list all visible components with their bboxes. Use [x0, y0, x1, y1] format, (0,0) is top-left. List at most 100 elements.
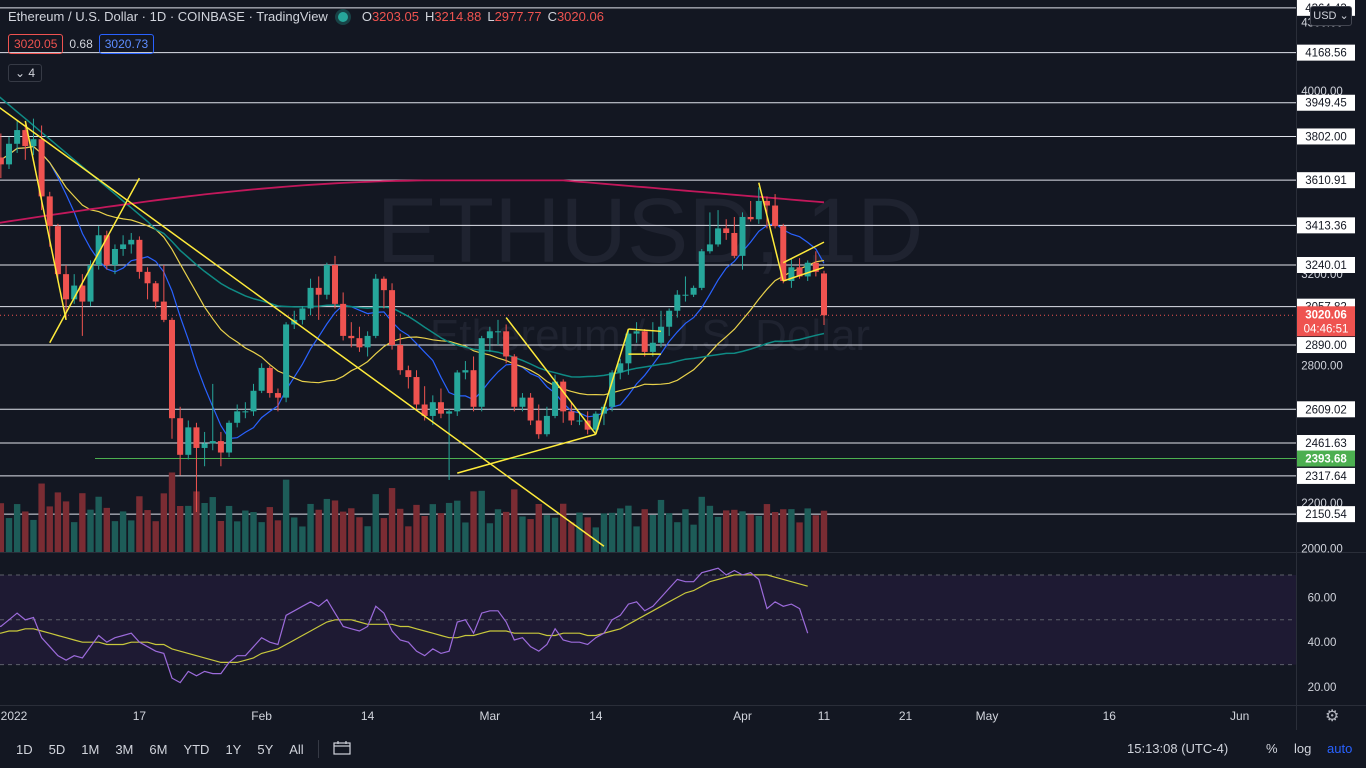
volume-bar [323, 498, 331, 552]
candle-body [503, 331, 510, 357]
clock-timezone[interactable]: 15:13:08 (UTC-4) [1127, 741, 1229, 756]
high-value: 3214.88 [434, 9, 482, 24]
volume-bar [95, 496, 102, 552]
date-tick-label: May [976, 709, 999, 723]
level-label: 4168.56 [1305, 48, 1347, 60]
level-label: 3610.91 [1305, 175, 1347, 187]
candle-body [144, 271, 151, 284]
timeframe-1m[interactable]: 1M [81, 741, 100, 757]
timeframe-1d[interactable]: 1D [16, 741, 33, 757]
volume-bar [258, 522, 265, 552]
calendar-range-icon[interactable] [333, 740, 351, 759]
symbol-title[interactable]: Ethereum / U.S. Dollar · 1D · COINBASE ·… [8, 9, 328, 24]
volume-bar [739, 511, 746, 552]
volume-bar [397, 508, 404, 552]
volume-bar [600, 513, 608, 552]
open-value: 3203.05 [371, 9, 419, 24]
volume-bar [568, 522, 575, 552]
level-label: 3240.01 [1305, 260, 1347, 272]
timeframe-5y[interactable]: 5Y [257, 741, 274, 757]
date-tick-label: 16 [1103, 709, 1117, 723]
candle-body [511, 356, 518, 407]
candle-body [111, 248, 118, 265]
candle-body [120, 244, 127, 249]
volume-bar [804, 508, 811, 552]
candle-body [723, 228, 730, 233]
date-tick-label: Apr [733, 709, 752, 723]
buy-button[interactable]: 3020.73 [98, 34, 155, 54]
bid-ask-badges: 3020.05 0.68 3020.73 [8, 34, 155, 54]
timeframe-ytd[interactable]: YTD [183, 741, 210, 757]
candle-body [22, 130, 29, 147]
trendline-bear-flag-top [782, 241, 825, 264]
candle-body [250, 390, 257, 412]
volume-bar [266, 507, 273, 552]
candle-body [747, 216, 754, 220]
volume-bar [551, 517, 559, 552]
candle-body [372, 278, 379, 336]
volume-bar [217, 521, 225, 552]
percent-toggle[interactable]: % [1266, 741, 1278, 756]
volume-bar [674, 522, 681, 552]
volume-bar [405, 526, 412, 552]
date-tick-label: 11 [818, 709, 831, 723]
candle-body [323, 264, 330, 295]
level-label-box [1297, 401, 1355, 418]
volume-bar [5, 518, 13, 552]
candle-body [641, 331, 648, 352]
rsi-tick-label: 60.00 [1308, 592, 1337, 604]
volume-bar [690, 524, 697, 552]
candle-body [780, 226, 787, 282]
candle-body [356, 338, 363, 348]
volume-bar [625, 505, 632, 552]
volume-bar [788, 509, 795, 552]
volume-bar [46, 506, 53, 552]
sell-button[interactable]: 3020.05 [8, 34, 64, 54]
volume-bar [641, 509, 648, 552]
price-tick-label: 2800.00 [1301, 361, 1343, 373]
candle-body [242, 411, 249, 413]
volume-bar [486, 523, 494, 552]
timeframe-1y[interactable]: 1Y [225, 741, 242, 757]
level-label-box [1297, 337, 1355, 354]
level-label: 2150.54 [1305, 509, 1347, 521]
log-toggle[interactable]: log [1294, 741, 1312, 756]
volume-bar [13, 504, 21, 552]
candle-body [796, 267, 803, 277]
auto-toggle[interactable]: auto [1327, 741, 1353, 756]
indicators-toggle-button[interactable]: ⌄ 4 [8, 64, 43, 82]
timeframe-all[interactable]: All [289, 741, 304, 757]
candle-body [54, 226, 61, 275]
volume-bar [282, 479, 290, 552]
volume-bar [527, 519, 534, 552]
volume-bar [185, 505, 192, 552]
volume-bar [633, 526, 640, 552]
watermark-symbol: ETHUSD, 1D [377, 180, 924, 282]
volume-bar [796, 522, 803, 552]
volume-bar [820, 510, 828, 552]
currency-select[interactable]: USD ⌄ [1310, 6, 1352, 26]
last-price-label: 3020.06 [1305, 309, 1347, 321]
volume-bar [413, 504, 420, 552]
candle-body [763, 200, 770, 206]
candle-body [706, 244, 713, 252]
trendline-march-support [457, 433, 597, 474]
timeframe-5d[interactable]: 5D [48, 741, 66, 757]
date-tick-label: 14 [589, 709, 603, 723]
settings-gear-icon[interactable]: ⚙ [1325, 708, 1340, 725]
candle-body [666, 310, 673, 327]
timeframe-6m[interactable]: 6M [149, 741, 168, 757]
date-tick-label: Mar [480, 709, 501, 723]
timeframe-3m[interactable]: 3M [115, 741, 134, 757]
candle-body [495, 331, 501, 333]
volume-bar [470, 491, 477, 552]
candle-body [625, 333, 632, 364]
volume-bar [299, 526, 306, 552]
level-label-box [1297, 256, 1355, 273]
candle-body [209, 441, 216, 444]
volume-bar [128, 520, 135, 552]
candle-body [576, 420, 583, 422]
level-label: 2890.00 [1305, 340, 1347, 352]
volume-bar [763, 504, 771, 552]
